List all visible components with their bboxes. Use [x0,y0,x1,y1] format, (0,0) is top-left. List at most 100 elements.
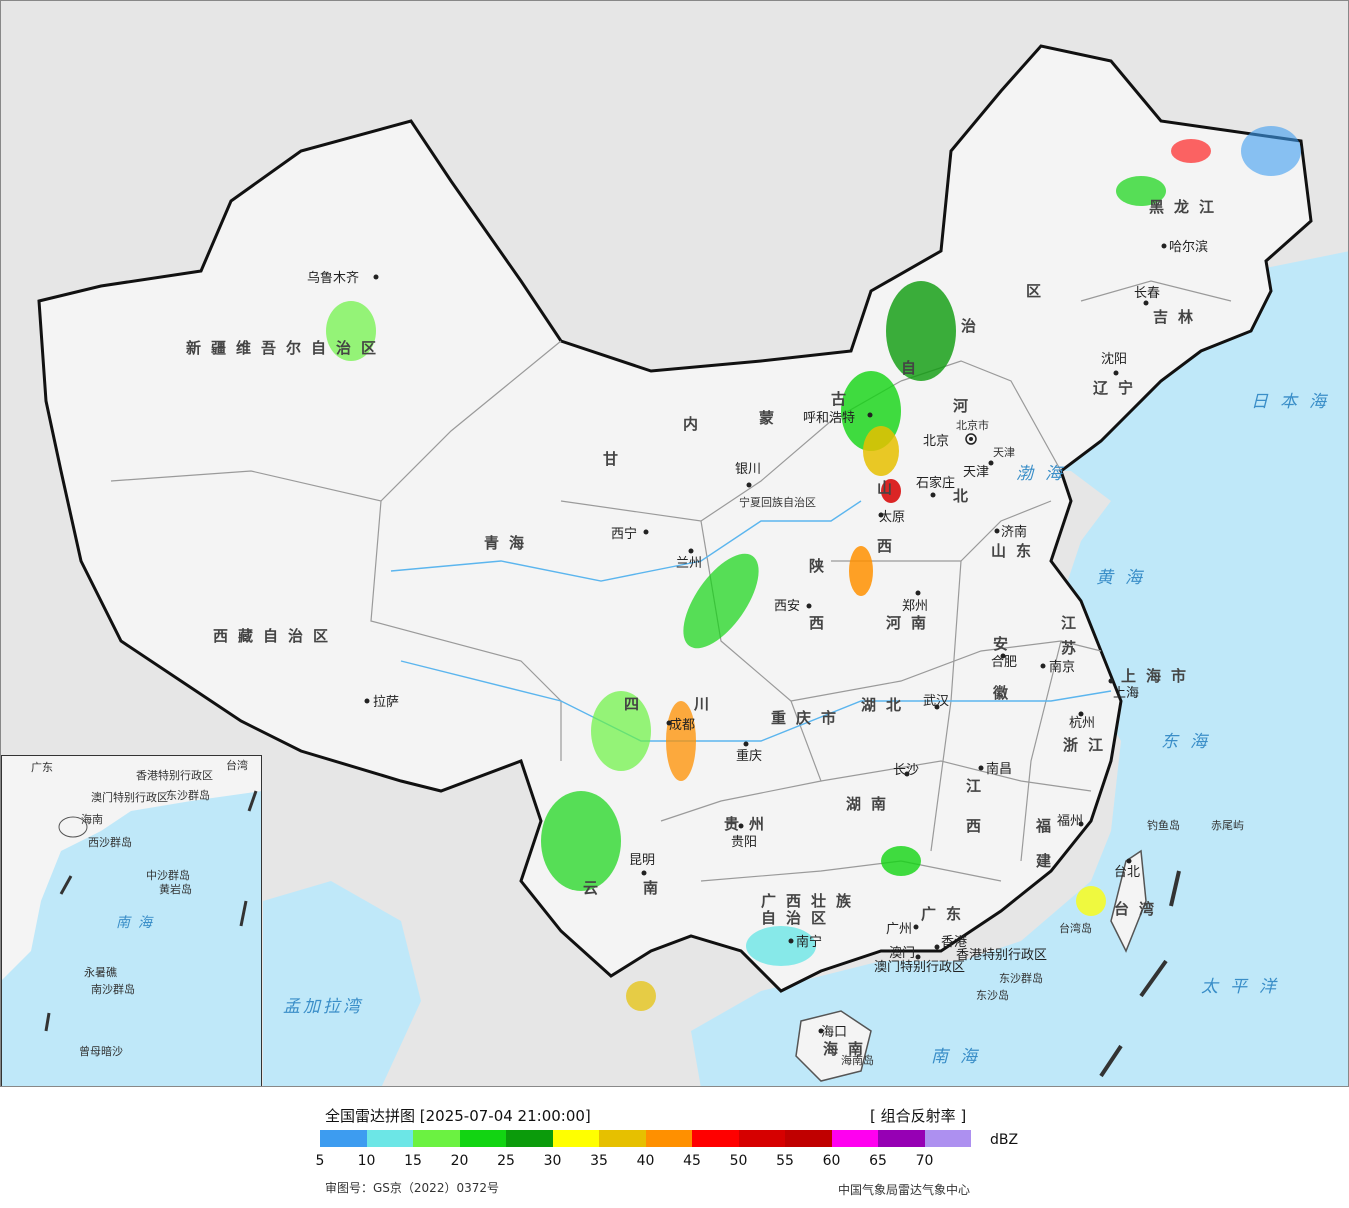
svg-text:西安: 西安 [774,599,800,614]
china-land [37,44,1313,993]
city-kunming: 昆明 [629,853,655,876]
nine-dash-line [1099,870,1181,1078]
svg-text:南宁: 南宁 [796,934,822,950]
legend-swatch [738,1130,785,1147]
legend-tick-label: 10 [357,1153,376,1169]
label-guangxi-1: 广西壮族 [761,892,861,910]
label-hunan: 湖南 [846,795,896,813]
label-shanghai: 上海市 [1121,667,1196,685]
svg-text:南昌: 南昌 [986,761,1012,777]
legend-tick-label: 30 [543,1153,562,1169]
city-taiyuan: 太原 [878,510,905,525]
sea-pacific: 太平洋 [1201,977,1288,997]
label-dongsha-island: 东沙岛 [976,988,1009,1002]
city-harbin: 哈尔滨 [1161,239,1208,255]
label-guangdong: 广东 [921,905,971,923]
label-liaoning: 辽宁 [1093,379,1143,397]
city-yinchuan: 银川 [735,462,761,488]
legend-tick-label: 65 [869,1153,887,1169]
legend-tick-label: 50 [729,1153,748,1169]
legend-tick-label: 45 [683,1153,701,1169]
label-sichuan-2: 川 [693,695,719,713]
city-guangzhou: 广州 [886,922,919,937]
svg-text:昆明: 昆明 [629,853,655,868]
svg-text:杭州: 杭州 [1069,716,1095,731]
svg-text:澳门: 澳门 [889,945,915,961]
label-heilongjiang: 黑龙江 [1149,198,1224,216]
sea-bohai: 渤海 [1016,464,1074,484]
legend-swatch [506,1130,553,1147]
city-hohhot: 呼和浩特 [803,411,873,426]
legend-unit: dBZ [990,1132,1019,1148]
label-neimenggu-5: 治 [961,317,986,335]
label-fujian-2: 建 [1036,852,1061,870]
label-shandong: 山东 [991,542,1041,560]
legend-tick-label: 20 [450,1153,469,1169]
inset-frame [1,755,262,1086]
city-nanjing: 南京 [1040,659,1075,675]
legend-tick-label: 55 [776,1153,794,1169]
svg-text:乌鲁木齐: 乌鲁木齐 [307,270,359,286]
label-dongsha: 东沙群岛 [999,971,1043,985]
legend-swatch [552,1130,599,1147]
rivers [390,500,1112,742]
label-neimenggu-2: 蒙 [759,409,784,427]
city-nanchang: 南昌 [978,761,1012,777]
label-hk-sar: 香港特别行政区 [956,948,1047,963]
svg-text:西沙群岛: 西沙群岛 [88,835,132,849]
label-yunnan-2: 南 [643,879,668,897]
label-hainan: 海南 [823,1040,873,1058]
legend-swatch [831,1130,878,1147]
label-hubei: 湖北 [861,696,911,714]
legend-tick-label: 40 [636,1153,655,1169]
svg-text:贵阳: 贵阳 [731,835,757,850]
label-zhejiang: 浙江 [1063,736,1113,754]
legend-swatch [645,1130,692,1147]
label-beijing-city: 北京市 [956,418,989,432]
svg-text:太原: 太原 [879,510,905,525]
svg-text:长沙: 长沙 [893,763,919,778]
sea-yellow: 黄海 [1096,568,1154,588]
label-taiwan-island: 台湾岛 [1059,921,1092,935]
city-guiyang: 贵阳 [731,823,757,850]
label-hebei-1: 河 [953,397,978,415]
label-taiwan: 台湾 [1114,900,1164,918]
label-shaanxi-1: 陕 [809,557,834,575]
svg-text:拉萨: 拉萨 [373,695,399,710]
city-urumqi: 乌鲁木齐 [307,270,379,286]
legend-swatch [692,1130,739,1147]
legend-swatch [785,1130,832,1147]
svg-text:台湾: 台湾 [226,758,248,772]
svg-text:济南: 济南 [1001,524,1027,540]
label-anhui-1: 安 [993,635,1018,653]
legend-tick-label: 25 [497,1153,515,1169]
label-neimenggu-1: 内 [683,415,708,433]
label-shanxi-2: 西 [877,537,902,555]
hainan-island [795,1010,872,1082]
map-svg: 新疆维吾尔自治区 西藏自治区 青海 甘 内 蒙 古 自 治 区 黑龙江 吉林 辽… [1,1,1348,1086]
city-changchun: 长春 [1134,286,1160,306]
label-macau-sar: 澳门特别行政区 [874,959,965,975]
svg-text:中沙群岛: 中沙群岛 [146,868,190,882]
label-neimenggu-4: 自 [901,359,926,377]
label-chiwei: 赤尾屿 [1211,819,1244,832]
label-jilin: 吉林 [1153,308,1203,326]
city-changsha: 长沙 [893,763,919,778]
city-wuhan: 武汉 [923,694,949,710]
city-hangzhou: 杭州 [1069,711,1095,731]
svg-text:长春: 长春 [1134,286,1160,301]
label-chongqing: 重庆市 [771,709,846,727]
svg-text:广东: 广东 [31,761,53,774]
label-sichuan-1: 四 [624,695,649,713]
label-shaanxi-2: 西 [809,614,834,632]
svg-text:东沙群岛: 东沙群岛 [166,788,210,802]
organization: 中国气象局雷达气象中心 [838,1183,971,1197]
label-jiangsu-1: 江 [1061,614,1086,632]
legend-swatch [878,1130,925,1147]
label-neimenggu-3: 古 [831,390,856,408]
legend-swatch [320,1130,367,1147]
svg-text:黄岩岛: 黄岩岛 [159,882,192,896]
map-area: 新疆维吾尔自治区 西藏自治区 青海 甘 内 蒙 古 自 治 区 黑龙江 吉林 辽… [0,0,1349,1087]
label-neimenggu-6: 区 [1026,282,1051,300]
